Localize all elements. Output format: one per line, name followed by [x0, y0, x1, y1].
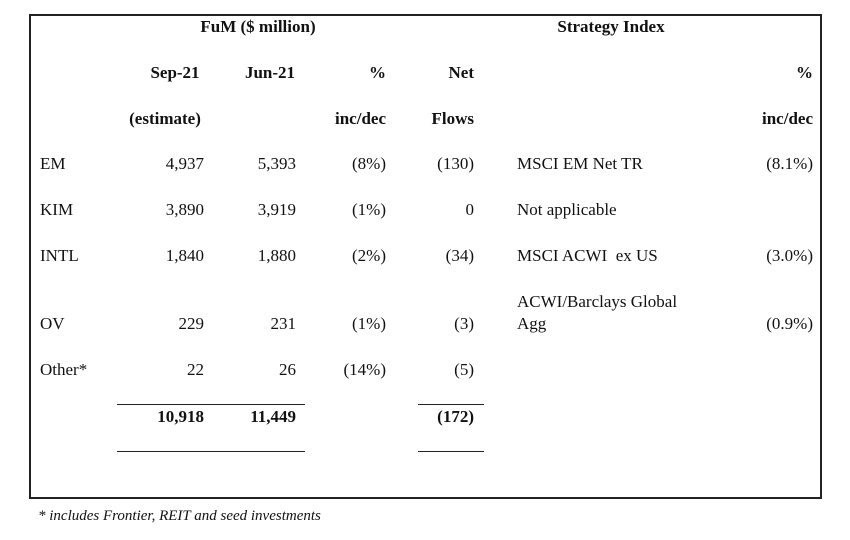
cell-pct: (2%) — [352, 246, 386, 265]
cell-jun: 231 — [270, 314, 297, 333]
cell-net: (34) — [445, 246, 474, 265]
totals-top-rule — [117, 404, 305, 405]
cell-sep: 3,890 — [165, 200, 204, 219]
col-header-sep: Sep-21 — [150, 63, 200, 82]
cell-jun: 26 — [279, 360, 296, 379]
cell-pct: (8%) — [352, 154, 386, 173]
cell-index-pct: (3.0%) — [766, 246, 813, 265]
cell-sep: 229 — [178, 314, 205, 333]
cell-net: (130) — [437, 154, 474, 173]
row-label: Other* — [40, 360, 88, 379]
cell-sep: 1,840 — [165, 246, 204, 265]
cell-index-pct: (8.1%) — [766, 154, 813, 173]
strategy-index-title: Strategy Index — [557, 17, 665, 36]
col-subheader-net: Flows — [431, 109, 475, 128]
cell-sep: 22 — [187, 360, 204, 379]
col-header-pct: % — [369, 63, 386, 82]
table-frame — [29, 14, 822, 499]
total-sep: 10,918 — [157, 407, 204, 426]
cell-index-pct: (0.9%) — [766, 314, 813, 333]
cell-index: MSCI EM Net TR — [517, 154, 643, 173]
cell-jun: 5,393 — [257, 154, 296, 173]
col-subheader-index-pct: inc/dec — [762, 109, 813, 128]
totals-bottom-rule — [117, 451, 305, 452]
total-net: (172) — [437, 407, 474, 426]
totals-top-rule-net — [418, 404, 484, 405]
cell-jun: 3,919 — [257, 200, 296, 219]
row-label: OV — [40, 314, 65, 333]
cell-net: (3) — [454, 314, 474, 333]
col-header-index-pct: % — [796, 63, 813, 82]
totals-bottom-rule-net — [418, 451, 484, 452]
col-header-jun: Jun-21 — [244, 63, 296, 82]
cell-pct: (1%) — [352, 314, 386, 333]
cell-pct: (14%) — [343, 360, 386, 379]
cell-sep: 4,937 — [165, 154, 204, 173]
cell-index: Not applicable — [517, 200, 617, 219]
cell-index: MSCI ACWI ex US — [517, 246, 658, 265]
col-header-net: Net — [448, 63, 474, 82]
row-label: KIM — [40, 200, 74, 219]
cell-net: 0 — [465, 200, 475, 219]
cell-pct: (1%) — [352, 200, 386, 219]
cell-jun: 1,880 — [257, 246, 296, 265]
fum-title: FuM ($ million) — [200, 17, 316, 36]
cell-index-line2: Agg — [517, 314, 547, 333]
footnote: * includes Frontier, REIT and seed inves… — [38, 508, 321, 524]
cell-net: (5) — [454, 360, 474, 379]
col-subheader-sep: (estimate) — [129, 109, 201, 128]
row-label: INTL — [40, 246, 79, 265]
row-label: EM — [40, 154, 66, 173]
col-subheader-pct: inc/dec — [335, 109, 386, 128]
cell-index: ACWI/Barclays Global — [517, 292, 678, 311]
total-jun: 11,449 — [250, 407, 296, 426]
